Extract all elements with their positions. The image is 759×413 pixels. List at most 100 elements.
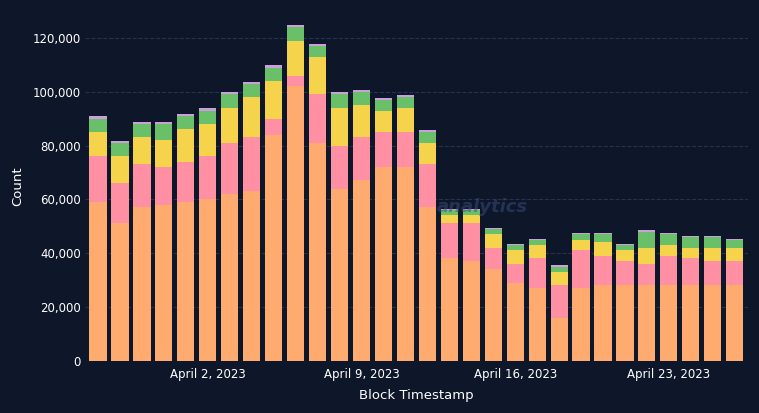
Bar — [353, 92, 370, 105]
Bar — [660, 256, 678, 285]
Bar — [419, 164, 436, 207]
Bar — [375, 111, 392, 132]
Bar — [353, 105, 370, 138]
Bar — [309, 95, 326, 143]
Bar — [90, 156, 106, 202]
Bar — [638, 248, 656, 264]
Bar — [704, 248, 721, 261]
Bar — [90, 202, 106, 361]
Bar — [112, 141, 128, 143]
Bar — [660, 234, 678, 245]
Bar — [638, 285, 656, 361]
Bar — [90, 116, 106, 119]
Bar — [506, 244, 524, 245]
Bar — [441, 216, 458, 223]
Bar — [200, 111, 216, 124]
Bar — [156, 122, 172, 124]
Bar — [419, 143, 436, 164]
Bar — [375, 100, 392, 111]
Bar — [178, 129, 194, 161]
Bar — [726, 240, 743, 248]
Bar — [243, 84, 260, 97]
Bar — [616, 261, 634, 285]
Text: analytics: analytics — [437, 198, 528, 216]
Bar — [331, 95, 348, 108]
Bar — [704, 237, 721, 248]
Bar — [594, 256, 612, 285]
Bar — [638, 232, 656, 248]
Bar — [112, 183, 128, 223]
Bar — [221, 194, 238, 361]
Bar — [550, 266, 568, 272]
Bar — [660, 285, 678, 361]
Bar — [682, 285, 699, 361]
X-axis label: Block Timestamp: Block Timestamp — [359, 389, 474, 402]
Bar — [572, 240, 590, 250]
Bar — [441, 210, 458, 216]
Bar — [616, 250, 634, 261]
Bar — [353, 90, 370, 92]
Bar — [726, 248, 743, 261]
Bar — [485, 269, 502, 361]
Bar — [200, 199, 216, 361]
Bar — [156, 167, 172, 205]
Bar — [134, 164, 150, 207]
Bar — [265, 135, 282, 361]
Bar — [638, 264, 656, 285]
Bar — [463, 223, 480, 261]
Bar — [441, 259, 458, 361]
Bar — [134, 122, 150, 124]
Bar — [243, 81, 260, 84]
Bar — [682, 259, 699, 285]
Y-axis label: Count: Count — [11, 166, 24, 206]
Bar — [134, 124, 150, 138]
Bar — [156, 140, 172, 167]
Bar — [594, 242, 612, 256]
Bar — [178, 114, 194, 116]
Bar — [375, 132, 392, 167]
Bar — [682, 248, 699, 259]
Bar — [616, 244, 634, 245]
Bar — [463, 216, 480, 223]
Bar — [528, 240, 546, 245]
Bar — [375, 98, 392, 100]
Bar — [112, 223, 128, 361]
Bar — [682, 236, 699, 237]
Bar — [528, 259, 546, 288]
Bar — [572, 233, 590, 234]
Bar — [265, 81, 282, 119]
Bar — [265, 68, 282, 81]
Bar — [441, 209, 458, 210]
Bar — [178, 116, 194, 129]
Bar — [572, 234, 590, 240]
Bar — [550, 318, 568, 361]
Bar — [660, 233, 678, 234]
Bar — [594, 234, 612, 242]
Bar — [463, 209, 480, 210]
Bar — [200, 156, 216, 199]
Bar — [726, 239, 743, 240]
Bar — [221, 95, 238, 108]
Bar — [353, 180, 370, 361]
Bar — [287, 25, 304, 27]
Bar — [397, 132, 414, 167]
Bar — [485, 229, 502, 234]
Bar — [704, 261, 721, 285]
Bar — [506, 245, 524, 250]
Bar — [594, 233, 612, 234]
Bar — [660, 245, 678, 256]
Bar — [704, 236, 721, 237]
Bar — [397, 167, 414, 361]
Bar — [726, 261, 743, 285]
Bar — [221, 143, 238, 194]
Bar — [397, 95, 414, 97]
Bar — [682, 237, 699, 248]
Bar — [309, 44, 326, 46]
Bar — [287, 27, 304, 41]
Bar — [243, 97, 260, 138]
Bar — [550, 285, 568, 318]
Bar — [704, 285, 721, 361]
Bar — [243, 191, 260, 361]
Bar — [353, 138, 370, 180]
Bar — [397, 108, 414, 132]
